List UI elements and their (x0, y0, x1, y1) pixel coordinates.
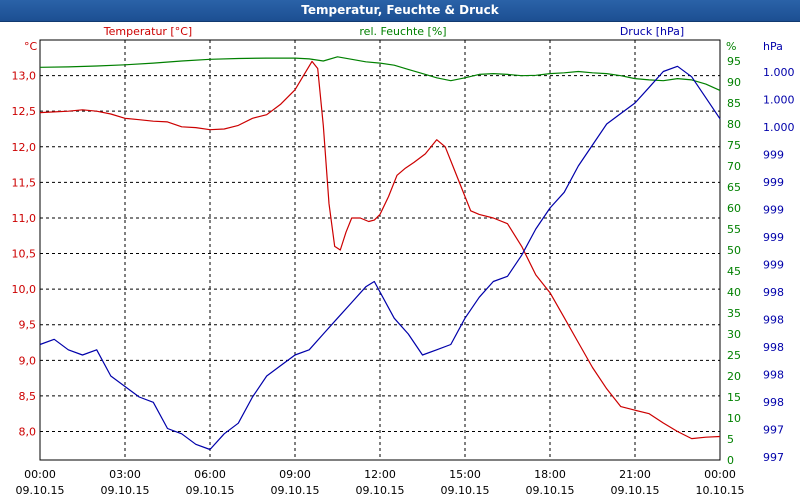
humidity-series-line (39, 56, 721, 91)
plot-frame (39, 39, 721, 461)
humidity-tick-label: 30 (727, 328, 741, 341)
temperature-tick-label: 12,5 (12, 105, 37, 118)
temperature-tick-label: 12,0 (12, 141, 37, 154)
temperature-tick-label: 10,0 (12, 283, 37, 296)
series-layer (39, 56, 721, 451)
pressure-tick-label: 998 (763, 396, 784, 409)
pressure-tick-label: 1.000 (763, 121, 795, 134)
x-tick-time: 12:00 (364, 468, 396, 481)
humidity-tick-label: 40 (727, 286, 741, 299)
humidity-tick-label: 95 (727, 55, 741, 68)
humidity-tick-label: 35 (727, 307, 741, 320)
pressure-tick-label: 998 (763, 286, 784, 299)
x-tick-time: 00:00 (24, 468, 56, 481)
humidity-tick-label: 65 (727, 181, 741, 194)
humidity-tick-label: 55 (727, 223, 741, 236)
humidity-tick-label: 0 (727, 454, 734, 467)
x-tick-date: 09.10.15 (441, 484, 490, 497)
humidity-axis-title: rel. Feuchte [%] (359, 25, 446, 38)
humidity-tick-label: 75 (727, 139, 741, 152)
x-tick-time: 09:00 (279, 468, 311, 481)
pressure-tick-label: 998 (763, 341, 784, 354)
pressure-tick-label: 999 (763, 231, 784, 244)
temperature-tick-label: 11,0 (12, 212, 37, 225)
pressure-tick-label: 998 (763, 369, 784, 382)
pressure-tick-label: 1.000 (763, 66, 795, 79)
pressure-tick-label: 997 (763, 451, 784, 464)
humidity-tick-label: 45 (727, 265, 741, 278)
temperature-tick-label: 13,0 (12, 70, 37, 83)
temperature-series-line (39, 60, 721, 440)
axis-labels: 00:00 09.10.15 03:00 09.10.15 06:00 09.10.15 0… (12, 55, 795, 497)
x-tick-date: 10.10.15 (696, 484, 745, 497)
temperature-tick-label: 11,5 (12, 176, 37, 189)
x-tick-date: 09.10.15 (526, 484, 575, 497)
humidity-tick-label: 70 (727, 160, 741, 173)
humidity-tick-label: 90 (727, 76, 741, 89)
x-tick-date: 09.10.15 (356, 484, 405, 497)
temperature-tick-label: 9,0 (19, 354, 37, 367)
humidity-tick-label: 20 (727, 370, 741, 383)
x-tick-time: 03:00 (109, 468, 141, 481)
pressure-tick-label: 999 (763, 149, 784, 162)
x-tick-date: 09.10.15 (271, 484, 320, 497)
pressure-tick-label: 999 (763, 259, 784, 272)
pressure-series-line (39, 65, 721, 451)
x-tick-time: 15:00 (449, 468, 481, 481)
humidity-tick-label: 60 (727, 202, 741, 215)
temperature-unit: °C (24, 40, 38, 53)
humidity-unit: % (726, 40, 736, 53)
pressure-tick-label: 999 (763, 204, 784, 217)
x-tick-time: 21:00 (619, 468, 651, 481)
pressure-tick-label: 999 (763, 176, 784, 189)
pressure-unit: hPa (763, 40, 783, 53)
x-tick-time: 06:00 (194, 468, 226, 481)
humidity-tick-label: 80 (727, 118, 741, 131)
humidity-tick-label: 5 (727, 433, 734, 446)
x-tick-date: 09.10.15 (186, 484, 235, 497)
humidity-tick-label: 15 (727, 391, 741, 404)
x-tick-time: 00:00 (704, 468, 736, 481)
x-tick-date: 09.10.15 (101, 484, 150, 497)
humidity-tick-label: 10 (727, 412, 741, 425)
humidity-tick-label: 85 (727, 97, 741, 110)
temperature-tick-label: 10,5 (12, 248, 37, 261)
temperature-tick-label: 8,0 (19, 426, 37, 439)
temperature-tick-label: 8,5 (19, 390, 37, 403)
humidity-tick-label: 25 (727, 349, 741, 362)
x-tick-date: 09.10.15 (611, 484, 660, 497)
chart-title: Temperatur, Feuchte & Druck (0, 0, 800, 22)
grid-lines (40, 40, 720, 460)
temperature-axis-title: Temperatur [°C] (103, 25, 192, 38)
pressure-tick-label: 997 (763, 424, 784, 437)
pressure-axis-title: Druck [hPa] (620, 25, 684, 38)
pressure-tick-label: 998 (763, 314, 784, 327)
x-tick-time: 18:00 (534, 468, 566, 481)
temperature-tick-label: 9,5 (19, 319, 37, 332)
pressure-tick-label: 1.000 (763, 94, 795, 107)
x-tick-date: 09.10.15 (16, 484, 65, 497)
humidity-tick-label: 50 (727, 244, 741, 257)
